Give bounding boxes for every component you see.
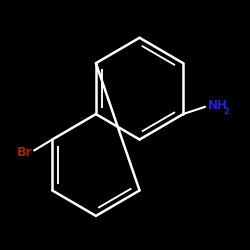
Text: Br: Br xyxy=(17,146,32,159)
Text: NH: NH xyxy=(208,98,228,112)
Text: 2: 2 xyxy=(223,107,229,116)
